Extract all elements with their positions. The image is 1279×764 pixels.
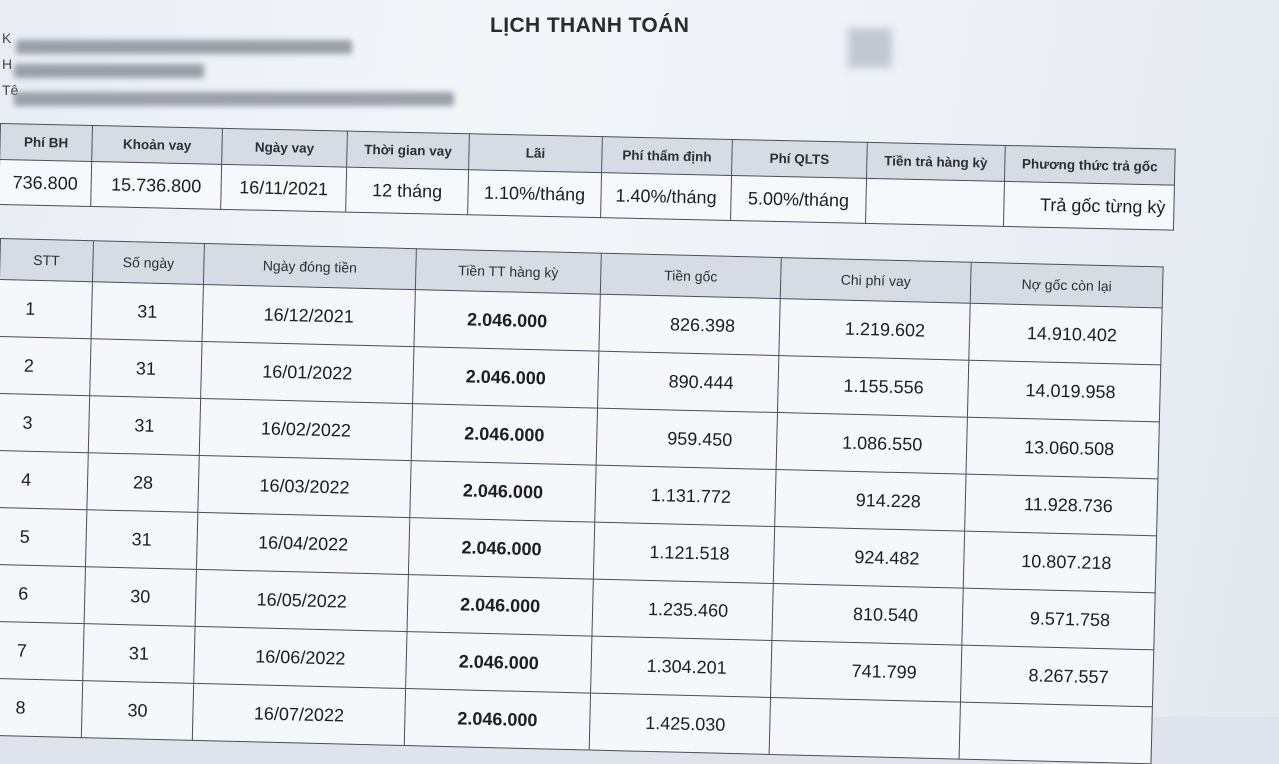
header-tien-goc: Tiền gốc	[600, 253, 782, 299]
cell-chi-phi-vay: 1.219.602	[778, 298, 971, 361]
value-tien-tra-hang-ky	[865, 178, 1005, 227]
cell-chi-phi-vay: 810.540	[771, 583, 964, 646]
cell-stt: 1	[0, 279, 93, 339]
value-phi-bh: 736.800	[0, 159, 92, 207]
cell-tien-goc: 1.121.518	[593, 522, 775, 584]
header-so-ngay: Số ngày	[92, 240, 205, 285]
value-phi-tham-dinh: 1.40%/tháng	[600, 172, 732, 221]
cell-stt: 2	[0, 336, 92, 396]
cell-tien-tt: 2.046.000	[409, 460, 597, 523]
cell-tien-tt: 2.046.000	[412, 346, 599, 409]
value-thoi-gian-vay: 12 tháng	[345, 167, 469, 215]
cell-stt: 6	[0, 564, 86, 624]
cell-no-goc: 14.019.958	[967, 360, 1161, 422]
cell-tien-tt: 2.046.000	[407, 574, 594, 637]
value-ngay-vay: 16/11/2021	[220, 164, 347, 213]
cell-no-goc: 14.910.402	[968, 303, 1163, 365]
header-no-goc-con-lai: Nợ gốc còn lại	[970, 262, 1164, 308]
cell-chi-phi-vay: 914.228	[774, 469, 967, 532]
cell-chi-phi-vay: 1.086.550	[776, 412, 968, 475]
header-stt: STT	[0, 238, 94, 282]
cell-tien-tt: 2.046.000	[405, 631, 592, 694]
value-phuong-thuc-tra-goc: Trả gốc từng kỳ	[1003, 181, 1175, 231]
cell-ngay-dong-tien: 16/03/2022	[197, 455, 412, 518]
header-ngay-dong-tien: Ngày đóng tiền	[203, 243, 417, 290]
cell-so-ngay: 31	[91, 281, 204, 342]
edge-char: H	[2, 56, 13, 72]
cell-no-goc: 9.571.758	[961, 588, 1156, 650]
redacted-line	[16, 40, 352, 54]
cell-stt: 3	[0, 393, 90, 453]
cell-ngay-dong-tien: 16/02/2022	[199, 398, 413, 461]
cell-so-ngay: 31	[85, 509, 198, 570]
cell-chi-phi-vay: 924.482	[773, 526, 965, 589]
cell-ngay-dong-tien: 16/07/2022	[192, 683, 406, 746]
cell-tien-goc: 890.444	[597, 351, 779, 413]
header-thoi-gian-vay: Thời gian vay	[346, 131, 470, 170]
cell-chi-phi-vay: 1.155.556	[777, 355, 969, 418]
cell-so-ngay: 30	[81, 680, 194, 741]
header-phuong-thuc-tra-goc: Phương thức trả gốc	[1004, 145, 1176, 186]
cell-ngay-dong-tien: 16/06/2022	[193, 626, 408, 689]
cell-tien-goc: 1.131.772	[594, 465, 777, 527]
document-title: LỊCH THANH TOÁN	[490, 14, 690, 37]
cell-no-goc: 11.928.736	[964, 474, 1158, 536]
cell-ngay-dong-tien: 16/04/2022	[196, 512, 410, 575]
cell-no-goc: 8.267.557	[960, 645, 1154, 707]
cell-tien-tt: 2.046.000	[408, 517, 595, 580]
cell-so-ngay: 31	[89, 338, 203, 399]
redacted-line	[14, 92, 454, 106]
header-phi-bh: Phí BH	[0, 123, 93, 162]
cell-so-ngay: 30	[84, 566, 197, 627]
cell-tien-goc: 959.450	[596, 408, 778, 470]
cell-stt: 5	[0, 507, 87, 567]
value-lai: 1.10%/tháng	[467, 169, 602, 218]
header-phi-qlts: Phí QLTS	[731, 139, 868, 179]
cell-tien-tt: 2.046.000	[413, 289, 601, 352]
cell-tien-goc: 1.425.030	[589, 693, 771, 755]
blurred-logo	[848, 28, 892, 68]
cell-tien-goc: 826.398	[598, 294, 781, 356]
cell-no-goc	[959, 702, 1153, 764]
cell-ngay-dong-tien: 16/12/2021	[202, 284, 416, 347]
header-phi-tham-dinh: Phí thẩm định	[601, 136, 733, 176]
cell-no-goc: 13.060.508	[966, 417, 1160, 479]
cell-stt: 4	[0, 450, 89, 510]
header-tien-tra-hang-ky: Tiền trả hàng kỳ	[866, 142, 1006, 182]
cell-stt: 8	[0, 678, 83, 738]
cell-so-ngay: 31	[82, 623, 196, 684]
edge-char: K	[2, 30, 12, 46]
header-tien-tt-hang-ky: Tiền TT hàng kỳ	[415, 248, 602, 295]
cell-chi-phi-vay: 741.799	[770, 640, 962, 703]
cell-no-goc: 10.807.218	[963, 531, 1157, 593]
cell-chi-phi-vay	[769, 697, 961, 760]
cell-tien-tt: 2.046.000	[411, 403, 598, 466]
header-lai: Lãi	[468, 133, 603, 173]
cell-so-ngay: 31	[88, 395, 201, 456]
value-phi-qlts: 5.00%/tháng	[730, 175, 867, 224]
cell-tien-goc: 1.304.201	[590, 636, 772, 698]
header-chi-phi-vay: Chi phí vay	[780, 257, 972, 304]
cell-stt: 7	[0, 621, 85, 681]
payment-schedule-table: STT Số ngày Ngày đóng tiền Tiền TT hàng …	[0, 238, 1164, 764]
cell-tien-goc: 1.235.460	[591, 579, 774, 641]
cell-tien-tt: 2.046.000	[404, 688, 591, 751]
cell-ngay-dong-tien: 16/01/2022	[200, 341, 414, 404]
header-khoan-vay: Khoản vay	[91, 125, 223, 165]
redacted-line	[14, 64, 204, 78]
cell-so-ngay: 28	[86, 452, 200, 513]
cell-ngay-dong-tien: 16/05/2022	[195, 569, 409, 632]
value-khoan-vay: 15.736.800	[90, 161, 222, 210]
header-ngay-vay: Ngày vay	[221, 128, 348, 168]
